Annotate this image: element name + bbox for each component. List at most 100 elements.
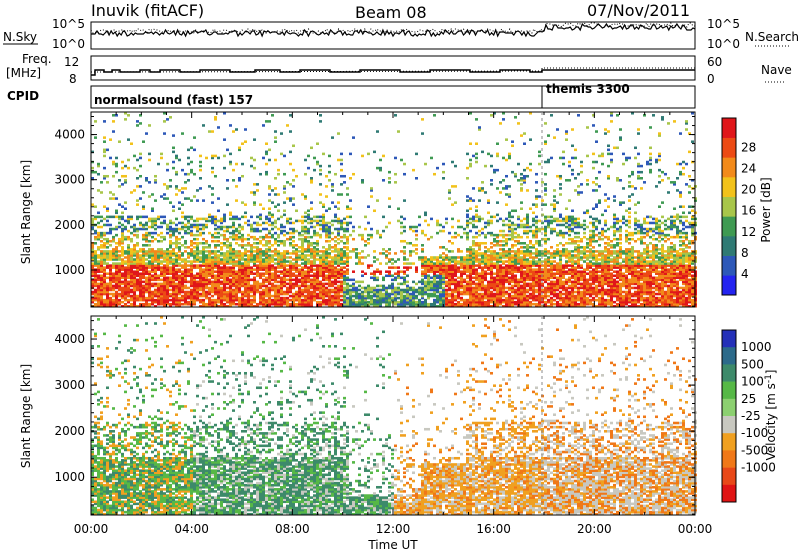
heat-cell	[163, 268, 166, 271]
heat-cell	[121, 288, 124, 292]
heat-cell	[502, 156, 505, 160]
heat-cell	[259, 256, 262, 259]
heat-cell	[406, 262, 409, 265]
heat-cell	[502, 282, 505, 286]
heat-cell	[109, 191, 112, 194]
heat-cell	[319, 296, 322, 300]
heat-cell	[136, 235, 139, 239]
heat-cell	[517, 225, 520, 229]
heat-cell	[100, 300, 103, 304]
heat-cell	[130, 264, 133, 267]
heat-cell	[268, 294, 271, 298]
heat-cell	[412, 300, 415, 304]
heat-cell	[214, 304, 217, 308]
heat-cell	[136, 260, 139, 263]
heat-cell	[121, 280, 124, 284]
heat-cell	[463, 256, 466, 259]
heat-cell	[112, 130, 115, 133]
heat-cell	[334, 280, 337, 284]
heat-cell	[379, 272, 382, 275]
heat-cell	[271, 244, 274, 247]
heat-cell	[532, 270, 535, 273]
heat-cell	[292, 203, 295, 206]
heat-cell	[91, 248, 94, 251]
heat-cell	[277, 304, 280, 308]
heat-cell	[121, 292, 124, 296]
heat-cell	[442, 286, 445, 290]
heat-cell	[211, 193, 214, 196]
heat-cell	[211, 286, 214, 290]
heat-cell	[490, 294, 493, 298]
heat-cell	[145, 132, 148, 135]
heat-cell	[487, 250, 490, 253]
heat-cell	[409, 242, 412, 245]
heat-cell	[463, 258, 466, 261]
heat-cell	[250, 270, 253, 273]
heat-cell	[397, 274, 400, 278]
heat-cell	[160, 288, 163, 292]
heat-cell	[139, 185, 142, 188]
heat-cell	[214, 278, 217, 282]
heat-cell	[193, 292, 196, 296]
heat-cell	[283, 276, 286, 280]
heat-cell	[454, 258, 457, 261]
heat-cell	[502, 294, 505, 298]
heat-cell	[346, 268, 349, 271]
heat-cell	[235, 294, 238, 298]
heat-cell	[397, 292, 400, 296]
heat-cell	[136, 168, 139, 172]
heat-cell	[523, 254, 526, 257]
heat-cell	[301, 250, 304, 253]
heat-cell	[496, 268, 499, 271]
heat-cell	[94, 290, 97, 294]
heat-cell	[310, 177, 313, 180]
heat-cell	[163, 278, 166, 282]
heat-cell	[247, 304, 250, 308]
heat-cell	[445, 221, 448, 225]
heat-cell	[238, 268, 241, 271]
heat-cell	[226, 304, 229, 308]
heat-cell	[139, 268, 142, 271]
heat-cell	[136, 296, 139, 300]
heat-cell	[292, 294, 295, 298]
heat-cell	[166, 223, 169, 227]
heat-cell	[547, 282, 550, 286]
heat-cell	[124, 227, 127, 231]
heat-cell	[517, 254, 520, 257]
heat-cell	[190, 276, 193, 280]
heat-cell	[100, 219, 103, 223]
heat-cell	[535, 235, 538, 239]
heat-cell	[214, 256, 217, 259]
heat-cell	[142, 290, 145, 294]
heat-cell	[271, 215, 274, 219]
heat-cell	[412, 286, 415, 290]
heat-cell	[127, 219, 130, 223]
heat-cell	[196, 280, 199, 284]
heat-cell	[262, 284, 265, 288]
heat-cell	[148, 272, 151, 275]
heat-cell	[244, 284, 247, 288]
heat-cell	[499, 280, 502, 284]
heat-cell	[169, 276, 172, 280]
heat-cell	[166, 294, 169, 298]
heat-cell	[322, 278, 325, 282]
heat-cell	[493, 237, 496, 241]
heat-cell	[271, 294, 274, 298]
heat-cell	[478, 252, 481, 255]
heat-cell	[310, 282, 313, 286]
heat-cell	[496, 294, 499, 298]
heat-cell	[316, 300, 319, 304]
heat-cell	[109, 197, 112, 200]
heat-cell	[469, 248, 472, 251]
heat-cell	[523, 262, 526, 265]
heat-cell	[415, 244, 418, 247]
heat-cell	[142, 302, 145, 306]
heat-cell	[478, 264, 481, 267]
heat-cell	[178, 298, 181, 302]
heat-cell	[337, 201, 340, 204]
heat-cell	[319, 266, 322, 269]
heat-cell	[289, 221, 292, 225]
heat-cell	[271, 223, 274, 227]
heat-cell	[274, 187, 277, 190]
heat-cell	[100, 266, 103, 269]
